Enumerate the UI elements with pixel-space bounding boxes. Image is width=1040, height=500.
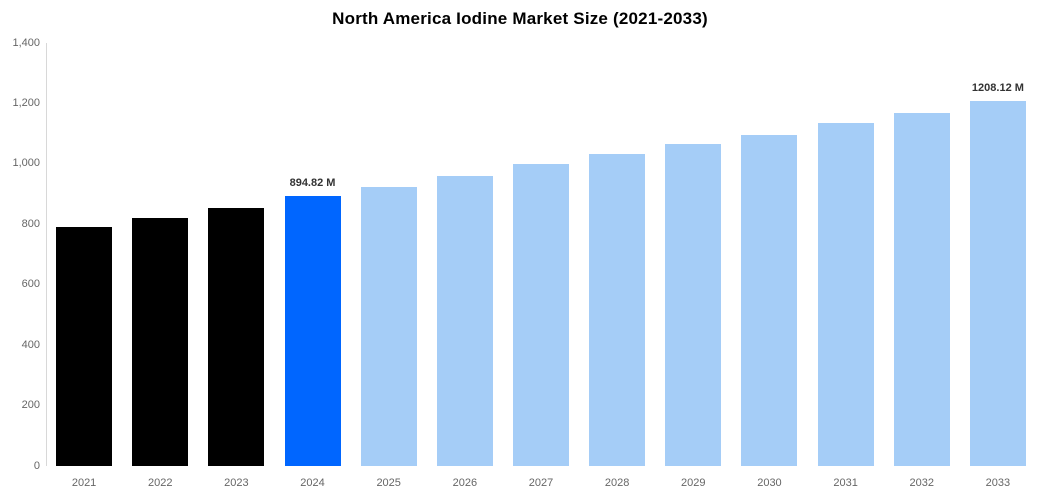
y-tick-label: 600: [21, 278, 40, 291]
bar-2030[interactable]: [741, 134, 798, 466]
bar-2023[interactable]: [208, 207, 265, 466]
chart-title: North America Iodine Market Size (2021-2…: [332, 9, 708, 28]
y-tick-label: 0: [33, 459, 40, 472]
y-tick-label: 1,400: [12, 36, 40, 49]
x-tick-label: 2027: [528, 477, 554, 489]
bar-2021[interactable]: [56, 227, 113, 466]
x-tick-label: 2026: [452, 477, 478, 489]
y-tick-label: 400: [21, 338, 40, 351]
y-tick-label: 1,000: [12, 157, 40, 170]
bar-2033[interactable]: [969, 100, 1026, 466]
bar-2029[interactable]: [665, 143, 722, 466]
x-tick-label: 2021: [71, 477, 97, 489]
x-tick-label: 2022: [147, 477, 173, 489]
x-tick-label: 2031: [833, 477, 858, 489]
y-tick-label: 800: [21, 217, 40, 230]
x-tick-label: 2028: [604, 477, 630, 489]
bar-value-label-2024: 894.82 M: [289, 176, 336, 189]
bar-2028[interactable]: [589, 153, 646, 466]
bar-2027[interactable]: [513, 163, 569, 466]
x-tick-label: 2029: [681, 477, 706, 489]
x-tick-label: 2025: [376, 477, 401, 489]
bar-2026[interactable]: [436, 175, 493, 466]
y-tick-label: 200: [21, 399, 40, 412]
x-tick-label: 2023: [224, 477, 249, 489]
y-tick-label: 1,200: [12, 96, 40, 109]
x-tick-label: 2030: [757, 477, 782, 489]
y-axis-line: [46, 43, 47, 466]
bar-2024[interactable]: [284, 195, 341, 466]
x-tick-label: 2033: [985, 477, 1011, 489]
bar-value-label-2033: 1208.12 M: [971, 81, 1024, 94]
bar-2032[interactable]: [893, 112, 950, 466]
x-tick-label: 2024: [300, 477, 325, 489]
bar-2025[interactable]: [360, 186, 417, 466]
x-tick-label: 2032: [909, 477, 934, 489]
bar-2031[interactable]: [817, 123, 874, 466]
bar-2022[interactable]: [132, 217, 189, 466]
